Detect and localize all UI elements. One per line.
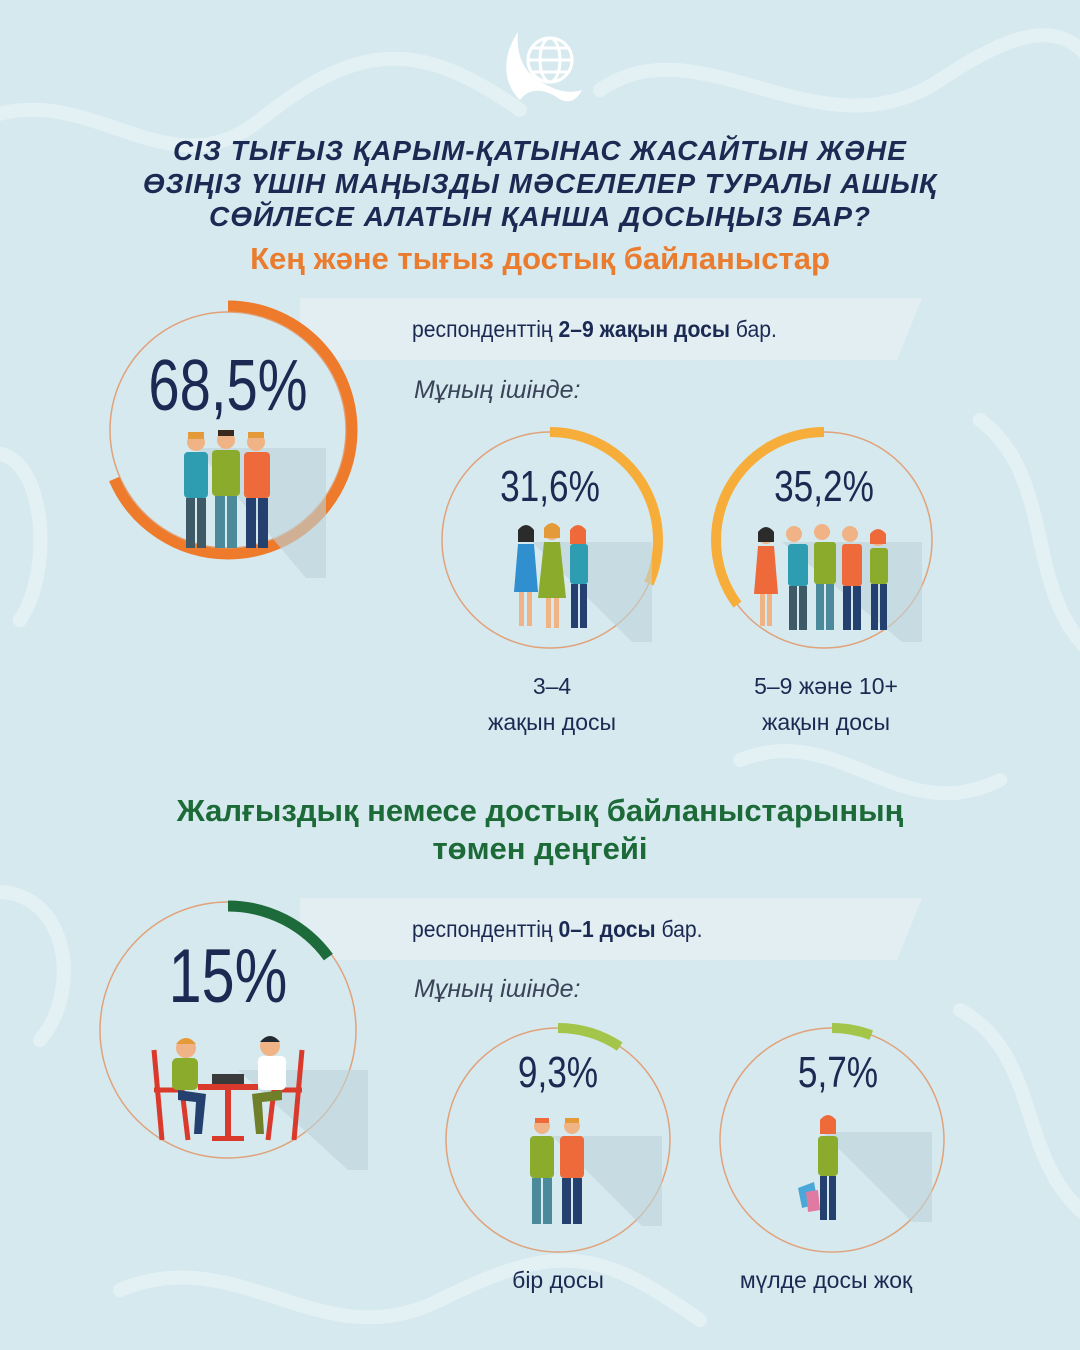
section2-title: Жалғыздық немесе достық байланыстарының … bbox=[60, 792, 1020, 868]
section2-item2-value: 5,7% bbox=[797, 1048, 879, 1097]
lone-woman-shopping-icon bbox=[798, 1115, 932, 1222]
caption-line: 3–4 bbox=[532, 673, 572, 699]
section1-banner-text: респонденттің 2–9 жақын досы бар. bbox=[412, 316, 777, 343]
banner-text-post: бар. bbox=[655, 915, 703, 942]
section1-item2-circle bbox=[711, 427, 937, 653]
section2-banner: респонденттің 0–1 досы бар. bbox=[300, 898, 922, 960]
section2-title-line-2: төмен деңгейі bbox=[432, 831, 648, 866]
banner-text-bold: 2–9 жақын досы bbox=[558, 315, 730, 342]
two-friends-icon bbox=[530, 1118, 662, 1226]
survey-question: СІЗ ТЫҒЫЗ ҚАРЫМ-ҚАТЫНАС ЖАСАЙТЫН ЖӘНЕ ӨЗ… bbox=[60, 134, 1020, 233]
eagle-globe-icon bbox=[506, 32, 582, 102]
section2-main-arc bbox=[98, 900, 358, 1160]
banner-text-pre: респонденттің bbox=[412, 915, 559, 942]
section2-sub-label: Мұның ішінде: bbox=[414, 975, 581, 1003]
section2-main-value: 15% bbox=[168, 934, 288, 1019]
three-friends-icon bbox=[184, 430, 326, 578]
section1-title: Кең және тығыз достық байланыстар bbox=[250, 241, 830, 276]
caption-line: бір досы bbox=[512, 1267, 604, 1293]
section1-main-circle bbox=[98, 300, 358, 578]
section1-item1-caption: 3–4 жақын досы bbox=[432, 668, 672, 740]
section1-item2-value: 35,2% bbox=[774, 462, 874, 511]
banner-text-post: бар. bbox=[729, 315, 777, 342]
three-women-icon bbox=[514, 523, 652, 642]
section1-sub-label: Мұның ішінде: bbox=[414, 376, 581, 404]
caption-line: 5–9 және 10+ bbox=[754, 673, 898, 699]
section1-item1-circle bbox=[437, 427, 663, 653]
five-friends-icon bbox=[754, 524, 922, 642]
question-line-1: СІЗ ТЫҒЫЗ ҚАРЫМ-ҚАТЫНАС ЖАСАЙТЫН ЖӘНЕ bbox=[173, 135, 907, 166]
section2-item2-circle bbox=[715, 1023, 949, 1257]
section1-item2-caption: 5–9 және 10+ жақын досы bbox=[706, 668, 946, 740]
caption-line: мүлде досы жоқ bbox=[739, 1267, 913, 1293]
section1-main-arc bbox=[98, 300, 358, 560]
section2-banner-text: респонденттің 0–1 досы бар. bbox=[412, 916, 703, 943]
section1-item1-arc bbox=[437, 427, 663, 653]
question-line-3: СӨЙЛЕСЕ АЛАТЫН ҚАНША ДОСЫҢЫЗ БАР? bbox=[208, 201, 872, 232]
caption-line: жақын досы bbox=[761, 709, 891, 735]
section2-item1-arc bbox=[441, 1023, 675, 1257]
section1-item2-arc bbox=[711, 427, 937, 653]
section2-item1-circle bbox=[441, 1023, 675, 1257]
section2-title-line-1: Жалғыздық немесе достық байланыстарының bbox=[176, 793, 904, 828]
section2-item2-arc bbox=[715, 1023, 949, 1257]
banner-text-bold: 0–1 досы bbox=[558, 915, 656, 942]
section1-main-value: 68,5% bbox=[148, 346, 308, 426]
chess-players-icon bbox=[151, 1036, 368, 1170]
section1-banner: респонденттің 2–9 жақын досы бар. bbox=[300, 298, 922, 360]
section2-item2-caption: мүлде досы жоқ bbox=[706, 1262, 946, 1298]
section2-item1-caption: бір досы bbox=[438, 1262, 678, 1298]
section2-item1-value: 9,3% bbox=[517, 1048, 599, 1097]
question-line-2: ӨЗІҢІЗ ҮШІН МАҢЫЗДЫ МӘСЕЛЕЛЕР ТУРАЛЫ АШЫ… bbox=[142, 168, 938, 199]
section1-item1-value: 31,6% bbox=[500, 462, 600, 511]
section2-main-circle bbox=[98, 900, 368, 1170]
caption-line: жақын досы bbox=[487, 709, 617, 735]
banner-text-pre: респонденттің bbox=[412, 315, 559, 342]
